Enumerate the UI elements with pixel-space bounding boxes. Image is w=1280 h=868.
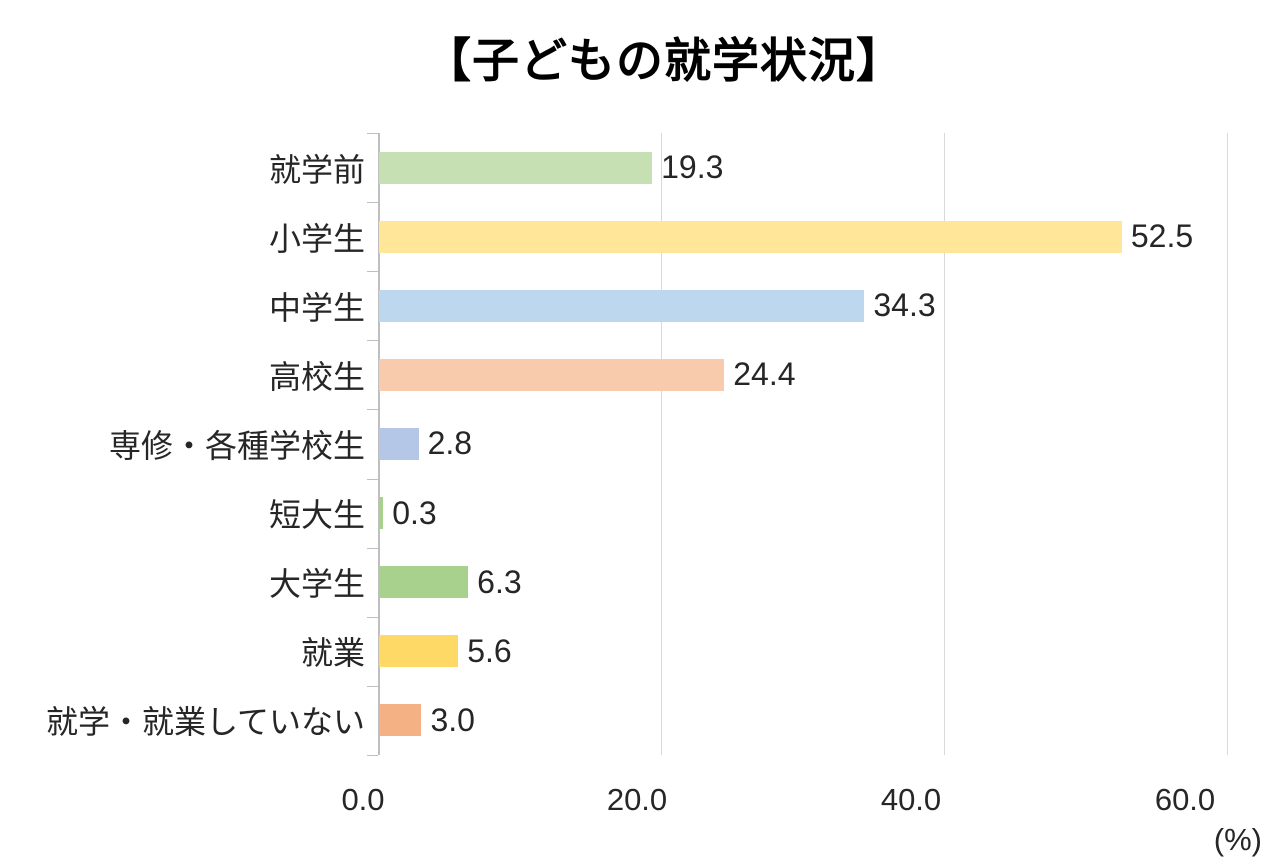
bar [379,566,469,599]
bar [379,358,725,391]
y-axis-tick [367,202,378,204]
category-label: 就業 [300,635,365,672]
chart-title: 【子どもの就学状況】 [424,34,904,87]
x-tick-label: 60.0 [1154,782,1216,817]
gridline-20 [661,133,662,755]
value-label: 0.3 [392,494,437,531]
bar [379,704,422,737]
value-label: 34.3 [873,287,936,324]
bar [379,428,419,460]
value-label: 3.0 [430,701,475,738]
bar [379,635,459,668]
value-label: 5.6 [467,632,512,669]
y-axis-tick [367,340,378,342]
gridline-60 [1227,133,1228,755]
y-axis-tick [367,133,378,134]
x-tick-label: 0.0 [341,782,385,817]
category-label: 高校生 [268,358,365,395]
value-label: 24.4 [733,356,796,393]
value-label: 52.5 [1130,218,1194,255]
x-tick-label: 40.0 [880,782,942,817]
bar [379,289,865,322]
category-label: 就学前 [268,151,365,188]
x-tick-label: 20.0 [606,782,668,817]
category-label: 小学生 [268,220,365,257]
category-label: 中学生 [268,289,365,326]
category-label: 大学生 [268,566,365,603]
bar [379,220,1122,253]
gridline-40 [944,133,945,755]
category-label: 専修・各種学校生 [108,427,365,464]
y-axis-tick [367,685,378,687]
value-label: 2.8 [427,425,473,462]
bar [379,151,653,184]
category-label: 短大生 [268,497,365,534]
value-label: 6.3 [477,563,522,600]
y-axis-tick [367,616,378,618]
category-label: 就学・就業していない [45,704,365,741]
y-axis-tick [367,755,378,756]
bar [379,497,384,530]
value-label: 19.3 [661,149,724,186]
y-axis-tick [367,478,378,480]
unit-label: (%) [1213,822,1262,857]
y-axis-tick [367,547,378,549]
y-axis-tick [367,409,378,411]
y-axis-tick [367,271,378,273]
